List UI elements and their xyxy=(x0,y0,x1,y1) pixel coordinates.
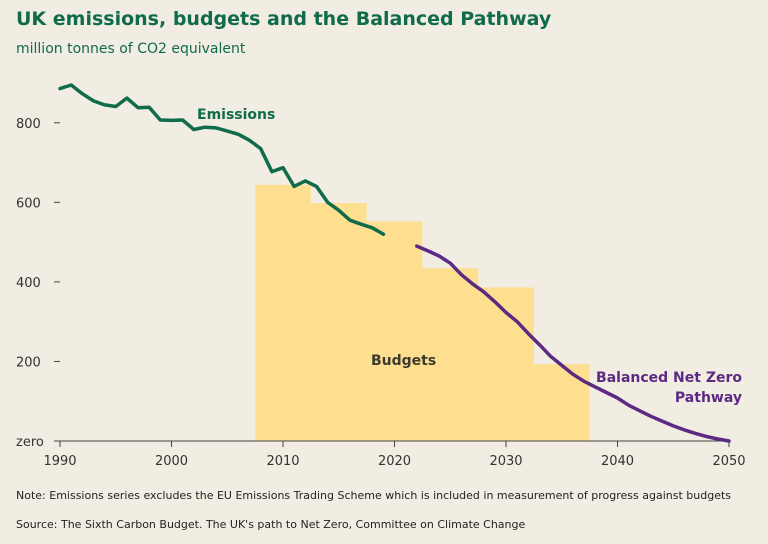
y-tick-label: zero xyxy=(16,435,44,450)
x-tick-label: 1990 xyxy=(43,454,76,469)
chart-title: UK emissions, budgets and the Balanced P… xyxy=(16,8,552,30)
budget-bar-1 xyxy=(255,184,311,441)
x-tick-label: 2010 xyxy=(266,454,299,469)
pathway-label-line2: Pathway xyxy=(675,390,742,406)
pathway-label-line1: Balanced Net Zero xyxy=(596,370,742,386)
budget-bar-6 xyxy=(533,364,590,441)
y-tick-label: 400 xyxy=(16,276,41,291)
budgets-label: Budgets xyxy=(371,353,436,369)
x-tick-label: 2050 xyxy=(712,454,745,469)
emissions-label: Emissions xyxy=(197,107,275,123)
x-tick-label: 2020 xyxy=(378,454,411,469)
footnote: Note: Emissions series excludes the EU E… xyxy=(16,489,732,502)
y-tick-label: 600 xyxy=(16,196,41,211)
x-tick-label: 2000 xyxy=(155,454,188,469)
budget-bar-2 xyxy=(310,203,367,441)
budget-bar-4 xyxy=(422,268,479,441)
budget-bars xyxy=(255,184,590,441)
source-note: Source: The Sixth Carbon Budget. The UK'… xyxy=(16,518,526,531)
y-tick-label: 800 xyxy=(16,117,41,132)
emissions-line xyxy=(58,83,386,236)
pathway-line xyxy=(415,244,731,443)
tick-labels: 1990 2000 2010 2020 2030 2040 2050 zero 200 400 60… xyxy=(16,117,746,469)
x-tick-label: 2030 xyxy=(489,454,522,469)
x-tick-label: 2040 xyxy=(601,454,634,469)
annotations: Emissions Budgets Balanced Net Zero Path… xyxy=(197,107,742,406)
series-lines xyxy=(58,83,731,443)
y-tick-label: 200 xyxy=(16,355,41,370)
chart-subtitle: million tonnes of CO2 equivalent xyxy=(16,41,246,57)
budget-bar-3 xyxy=(366,221,423,441)
